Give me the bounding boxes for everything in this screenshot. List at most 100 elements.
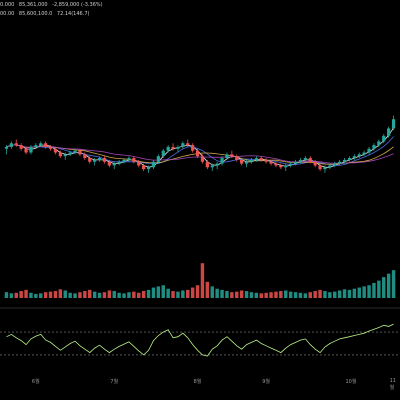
volume-bar — [288, 291, 293, 298]
volume-bar — [34, 293, 38, 298]
volume-bar — [156, 286, 161, 298]
candle-body — [279, 165, 283, 168]
volume-bar — [215, 288, 219, 298]
volume-bar — [328, 292, 332, 298]
candle-body — [200, 156, 205, 162]
volume-bar — [337, 290, 342, 298]
volume-bar — [171, 291, 175, 298]
candle-body — [44, 143, 48, 147]
volume-bar — [298, 292, 303, 298]
candle-body — [19, 145, 23, 149]
candle-body — [391, 119, 396, 129]
candle-body — [93, 159, 97, 162]
candle-body — [112, 163, 116, 166]
volume-bar — [117, 292, 121, 298]
candle-body — [166, 146, 170, 151]
candle-body — [269, 161, 273, 164]
volume-bar — [367, 285, 371, 298]
candle-body — [367, 148, 371, 153]
x-tick-label: 8월 — [193, 379, 202, 385]
volume-bar — [382, 277, 386, 298]
volume-bar — [97, 292, 102, 298]
candle-body — [97, 158, 102, 160]
candle-body — [338, 161, 342, 164]
candle-body — [186, 143, 190, 146]
candle-body — [318, 165, 322, 170]
volume-bar — [269, 292, 273, 298]
candle-body — [53, 148, 58, 153]
legend-change: -2,859,000 (-3.36%) — [52, 2, 103, 8]
volume-bar — [386, 273, 391, 298]
volume-bar — [151, 287, 156, 298]
candle-body — [191, 145, 195, 151]
candle-body — [362, 152, 366, 155]
candle-body — [137, 161, 141, 166]
candle-body — [244, 161, 249, 164]
candle-body — [308, 158, 312, 162]
candle-body — [122, 159, 126, 162]
candle-body — [205, 161, 209, 168]
x-tick-label: 6월 — [31, 379, 40, 385]
rsi-line — [6, 323, 394, 357]
volume-bar — [102, 292, 107, 298]
volume-bar — [249, 292, 254, 298]
candle-body — [48, 146, 53, 149]
candle-body — [323, 167, 327, 170]
legend-prev-price: 0.000 — [0, 2, 15, 8]
candle-body — [78, 150, 82, 155]
candle-body — [225, 154, 229, 159]
candle-body — [382, 135, 386, 142]
candle-body — [14, 143, 18, 146]
candle-body — [102, 158, 107, 162]
legend-current-price: 85,361,000 — [18, 2, 48, 8]
volume-bar — [19, 291, 23, 298]
candle-body — [117, 161, 121, 164]
candle-body — [4, 146, 9, 149]
candle-body — [34, 145, 38, 147]
candle-body — [58, 152, 62, 157]
candle-body — [88, 158, 92, 162]
candle-body — [342, 159, 347, 162]
volume-bar — [303, 293, 308, 298]
volume-bar — [220, 289, 224, 298]
volume-bar — [161, 285, 165, 298]
volume-bar — [92, 291, 97, 298]
volume-bar — [29, 292, 33, 298]
volume-bar — [186, 289, 190, 298]
volume-bar — [274, 291, 278, 298]
volume-bar — [39, 293, 43, 298]
volume-bar — [166, 288, 170, 298]
candle-body — [303, 158, 307, 160]
volume-bar — [333, 291, 337, 298]
candle-body — [63, 154, 67, 157]
candle-body — [107, 161, 111, 166]
volume-bar — [107, 290, 112, 298]
x-tick-label: 10월 — [345, 379, 357, 385]
candle-body — [151, 161, 156, 168]
candle-body — [195, 150, 200, 157]
candle-body — [9, 143, 13, 147]
x-tick-label: 9월 — [262, 379, 270, 385]
candle-body — [293, 161, 298, 164]
candle-body — [235, 156, 239, 160]
candle-body — [377, 141, 381, 146]
candle-body — [289, 163, 293, 166]
volume-bar — [43, 292, 48, 298]
volume-bar — [112, 291, 116, 298]
volume-bar — [63, 290, 67, 298]
volume-bar — [141, 291, 146, 298]
volume-bar — [279, 291, 283, 298]
candle-body — [127, 158, 131, 160]
legend-ma-extra: 72.14(146.7) — [56, 11, 90, 17]
volume-bar — [195, 285, 200, 298]
legend-ma-prev: 00.00 — [0, 11, 15, 17]
volume-bar — [308, 292, 312, 298]
candle-body — [264, 159, 268, 162]
volume-bar — [14, 292, 18, 298]
candle-body — [357, 154, 361, 157]
candle-body — [73, 150, 77, 153]
volume-bar — [137, 292, 141, 298]
volume-bar — [132, 291, 136, 298]
volume-bar — [88, 289, 92, 298]
